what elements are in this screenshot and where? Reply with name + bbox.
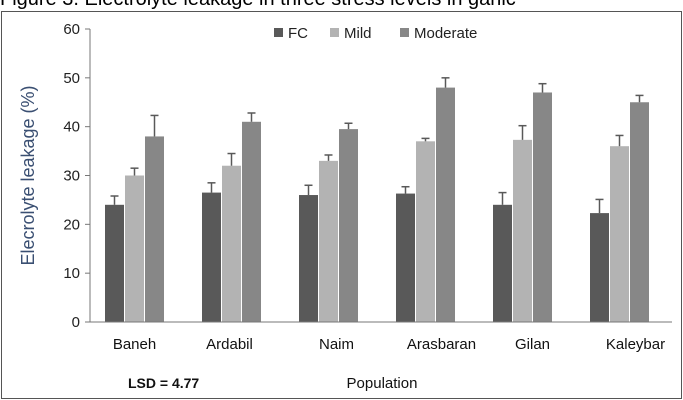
x-axis: Baneh Ardabil Naim Arasbaran Gilan Kaleybar [90,321,672,353]
bar-moderate-naim [339,129,358,322]
legend-swatch-mild [330,28,339,37]
legend-label-moderate: Moderate [414,25,477,42]
legend-swatch-fc [274,28,283,37]
x-tick-label: Naim [319,336,354,353]
legend: FC Mild Moderate [274,25,477,42]
legend-swatch-moderate [400,28,409,37]
y-tick-label: 50 [63,70,80,87]
y-tick-label: 0 [72,314,80,331]
bar-mild-ardabil [222,165,241,322]
bar-moderate-arasbaran [436,87,455,322]
bar-mild-gilan [513,139,532,322]
bar-moderate-gilan [533,92,552,322]
x-tick-label: Gilan [515,336,550,353]
y-axis-title: Elecrolyte leakage (%) [18,85,38,265]
bar-chart: FC Mild Moderate Elecrolyte leakage (%) 0 1… [18,21,672,392]
y-tick-label: 10 [63,265,80,282]
figure-caption: Figure 3. Electrolyte leakage in three s… [0,0,683,12]
bar-mild-baneh [125,175,144,322]
bar-fc-arasbaran [396,193,415,322]
bar-mild-naim [319,160,338,322]
bars-group [105,77,649,323]
lsd-annotation: LSD = 4.77 [128,375,199,391]
bar-fc-baneh [105,204,124,322]
y-tick-label: 60 [63,21,80,38]
bar-moderate-ardabil [242,121,261,323]
x-tick-label: Ardabil [206,336,253,353]
legend-label-mild: Mild [344,25,372,42]
y-tick-label: 20 [63,216,80,233]
bar-moderate-kaleybar [630,102,649,322]
bar-fc-kaleybar [590,213,609,322]
y-tick-label: 40 [63,119,80,136]
bar-mild-kaleybar [610,146,629,322]
x-tick-label: Kaleybar [606,336,665,353]
x-tick-label: Arasbaran [407,336,476,353]
x-tick-label: Baneh [113,336,156,353]
chart-frame: FC Mild Moderate Elecrolyte leakage (%) 0 1… [1,11,682,399]
y-axis: 0 10 20 30 40 50 60 [63,21,91,331]
bar-moderate-baneh [145,136,164,322]
bar-fc-ardabil [202,192,221,322]
x-axis-title: Population [347,375,418,392]
y-tick-label: 30 [63,168,80,185]
bar-fc-gilan [493,204,512,322]
bar-mild-arasbaran [416,141,435,322]
bar-fc-naim [299,195,318,322]
legend-label-fc: FC [288,25,308,42]
